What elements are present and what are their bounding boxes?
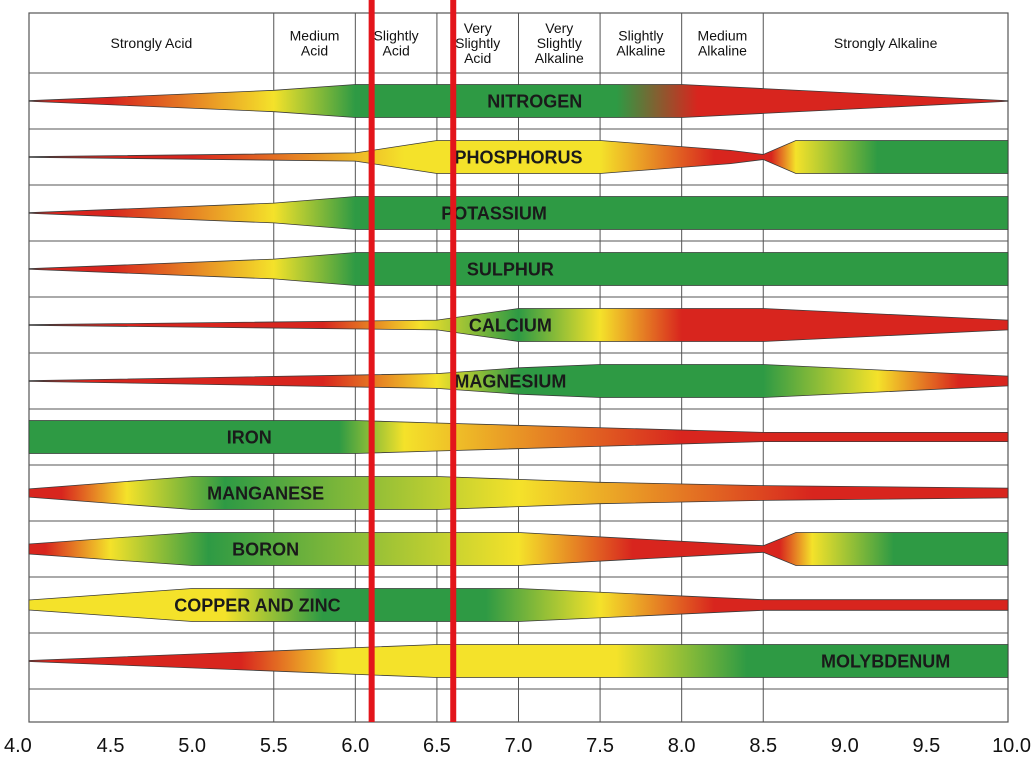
x-tick-label: 9.0 [831,735,859,757]
x-tick-label: 10.0 [992,735,1031,757]
nutrient-band [28,532,1009,566]
nutrient-label: CALCIUM [469,316,552,336]
nutrient-label: NITROGEN [487,92,582,112]
category-label: Medium Acid [290,28,340,59]
x-tick-label: 9.5 [913,735,941,757]
nutrient-band [28,476,1009,510]
category-label-line: Alkaline [698,43,747,59]
nutrient-band [28,644,1009,678]
nutrient-band [28,252,1009,286]
category-label-line: Slightly [455,35,500,51]
x-tick-label: 5.0 [178,735,206,757]
category-label: Slightly Acid [374,28,419,59]
category-label-line: Slightly [374,28,419,44]
x-tick-label: 4.0 [4,735,32,757]
category-label: Slightly Alkaline [616,28,665,59]
nutrient-label: PHOSPHORUS [454,148,582,168]
nutrient-label: MOLYBDENUM [821,652,950,672]
nutrient-label: MANGANESE [207,484,324,504]
category-label-line: Very [545,20,573,36]
x-tick-label: 8.0 [668,735,696,757]
category-label: Strongly Acid [111,35,193,51]
category-label-line: Very [464,20,492,36]
category-label-line: Acid [464,50,491,66]
category-label: Very Slightly Alkaline [535,20,584,66]
x-tick-label: 6.0 [341,735,369,757]
category-label-line: Alkaline [616,43,665,59]
x-tick-label: 4.5 [97,735,125,757]
x-tick-label: 8.5 [749,735,777,757]
category-label-line: Slightly [537,35,582,51]
chart-grid [28,12,1009,723]
nutrient-label: IRON [227,428,272,448]
category-label-line: Acid [301,43,328,59]
category-label-line: Strongly Alkaline [834,35,938,51]
nutrient-band [28,588,1009,622]
nutrient-label: MAGNESIUM [454,372,566,392]
category-label: Medium Alkaline [698,28,748,59]
category-label-line: Alkaline [535,50,584,66]
category-label: Strongly Alkaline [834,35,938,51]
nutrient-band [28,84,1009,118]
nutrient-band [28,308,1009,342]
nutrient-label: COPPER AND ZINC [174,596,340,616]
nutrient-band [28,364,1009,398]
x-tick-label: 6.5 [423,735,451,757]
category-label-line: Acid [383,43,410,59]
nutrient-band [28,420,1009,454]
nutrient-band [28,196,1009,230]
nutrient-bands: NITROGEN PHOSPHORUS POTASSIUM SULPHUR CALCIU… [28,84,1009,678]
x-tick-label: 5.5 [260,735,288,757]
x-axis-ticks: 4.0 4.5 5.0 5.5 6.0 6.5 7.0 7.5 8.0 8.5 9.0 9.5 10.0 [4,735,1031,757]
nutrient-label: SULPHUR [467,260,554,280]
category-label-line: Medium [290,28,340,44]
category-label-line: Strongly Acid [111,35,193,51]
x-tick-label: 7.0 [505,735,533,757]
category-label-line: Medium [698,28,748,44]
nutrient-label: BORON [232,540,299,560]
category-label: Very Slightly Acid [455,20,500,66]
optimal-ph-lines [368,0,457,722]
nutrient-band [28,140,1009,174]
nutrient-label: POTASSIUM [441,204,547,224]
category-label-line: Slightly [618,28,663,44]
x-tick-label: 7.5 [586,735,614,757]
